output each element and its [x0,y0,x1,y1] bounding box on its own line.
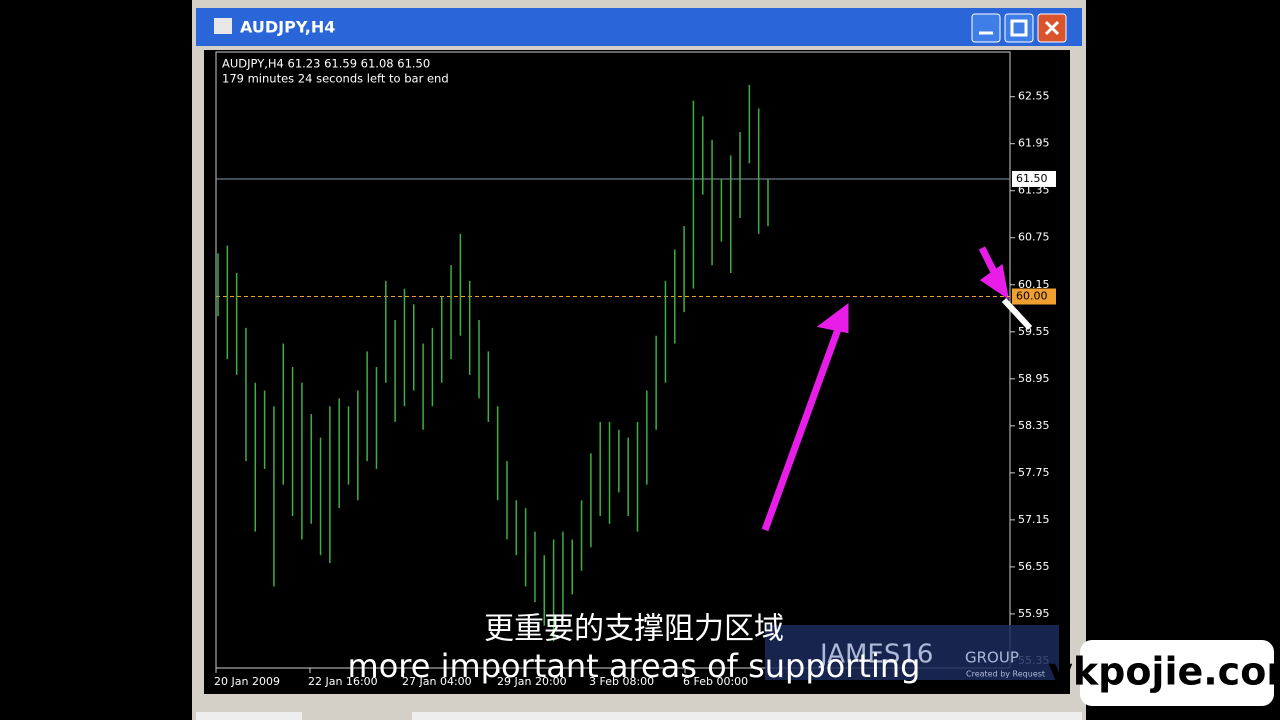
y-tick-label: 62.55 [1018,90,1050,103]
x-tick-label: 22 Jan 16:00 [308,675,378,688]
level-box [1012,288,1056,305]
x-tick-label: 6 Feb 00:00 [683,675,748,688]
watermark-box [1080,640,1274,706]
maximize-button[interactable] [1004,13,1034,43]
y-tick-label: 60.15 [1018,278,1050,291]
pink-arrow [761,303,849,532]
y-tick-label: 57.75 [1018,466,1050,479]
plot-border [215,51,1011,669]
caption-en: more important areas of supporting [348,647,921,685]
logo-tagline: Created by Request [966,670,1045,679]
current-price-label: 61.50 [1016,172,1048,185]
x-tick-label: 27 Jan 04:00 [402,675,472,688]
y-tick-label: 56.55 [1018,560,1050,573]
y-tick-label: 57.15 [1018,513,1050,526]
title-bar [196,8,1082,46]
y-tick-label: 58.95 [1018,372,1050,385]
pink-arrow [978,246,1009,300]
logo-group: GROUP [965,649,1019,667]
watermark: ykpojie.com [1048,650,1280,694]
current-price-box [1012,170,1056,187]
tab[interactable] [196,712,302,720]
window-title: AUDJPY,H4 [240,18,335,37]
info-line: 179 minutes 24 seconds left to bar end [222,72,449,86]
y-tick-label: 61.35 [1018,184,1050,197]
button-glyphs [979,19,1028,37]
caption-zh: 更重要的支撑阻力区域 [484,612,784,647]
x-tick-label: 20 Jan 2009 [214,675,280,688]
chart: 62.55 61.95 61.35 60.75 60.15 59.55 58.95 58.35… [214,84,1056,688]
cursor [1001,297,1033,331]
y-tick-label: 61.95 [1018,137,1050,150]
chart-area [204,50,1070,694]
x-tick-label: 3 Feb 08:00 [589,675,654,688]
x-tick-label: 29 Jan 20:00 [497,675,567,688]
tab[interactable] [412,712,1082,720]
close-glyph [1044,20,1060,36]
logo-box [765,625,1059,680]
y-tick-label: 59.55 [1018,325,1050,338]
y-tick-label: 58.35 [1018,419,1050,432]
logo-name: JAMES16 [818,640,933,670]
window-icon [214,18,232,34]
y-tick-label: 60.75 [1018,231,1050,244]
level-label: 60.00 [1016,290,1048,303]
minimize-button[interactable] [971,13,1001,43]
info-line: AUDJPY,H4 61.23 61.59 61.08 61.50 [222,57,430,71]
y-tick-label: 55.95 [1018,607,1050,620]
